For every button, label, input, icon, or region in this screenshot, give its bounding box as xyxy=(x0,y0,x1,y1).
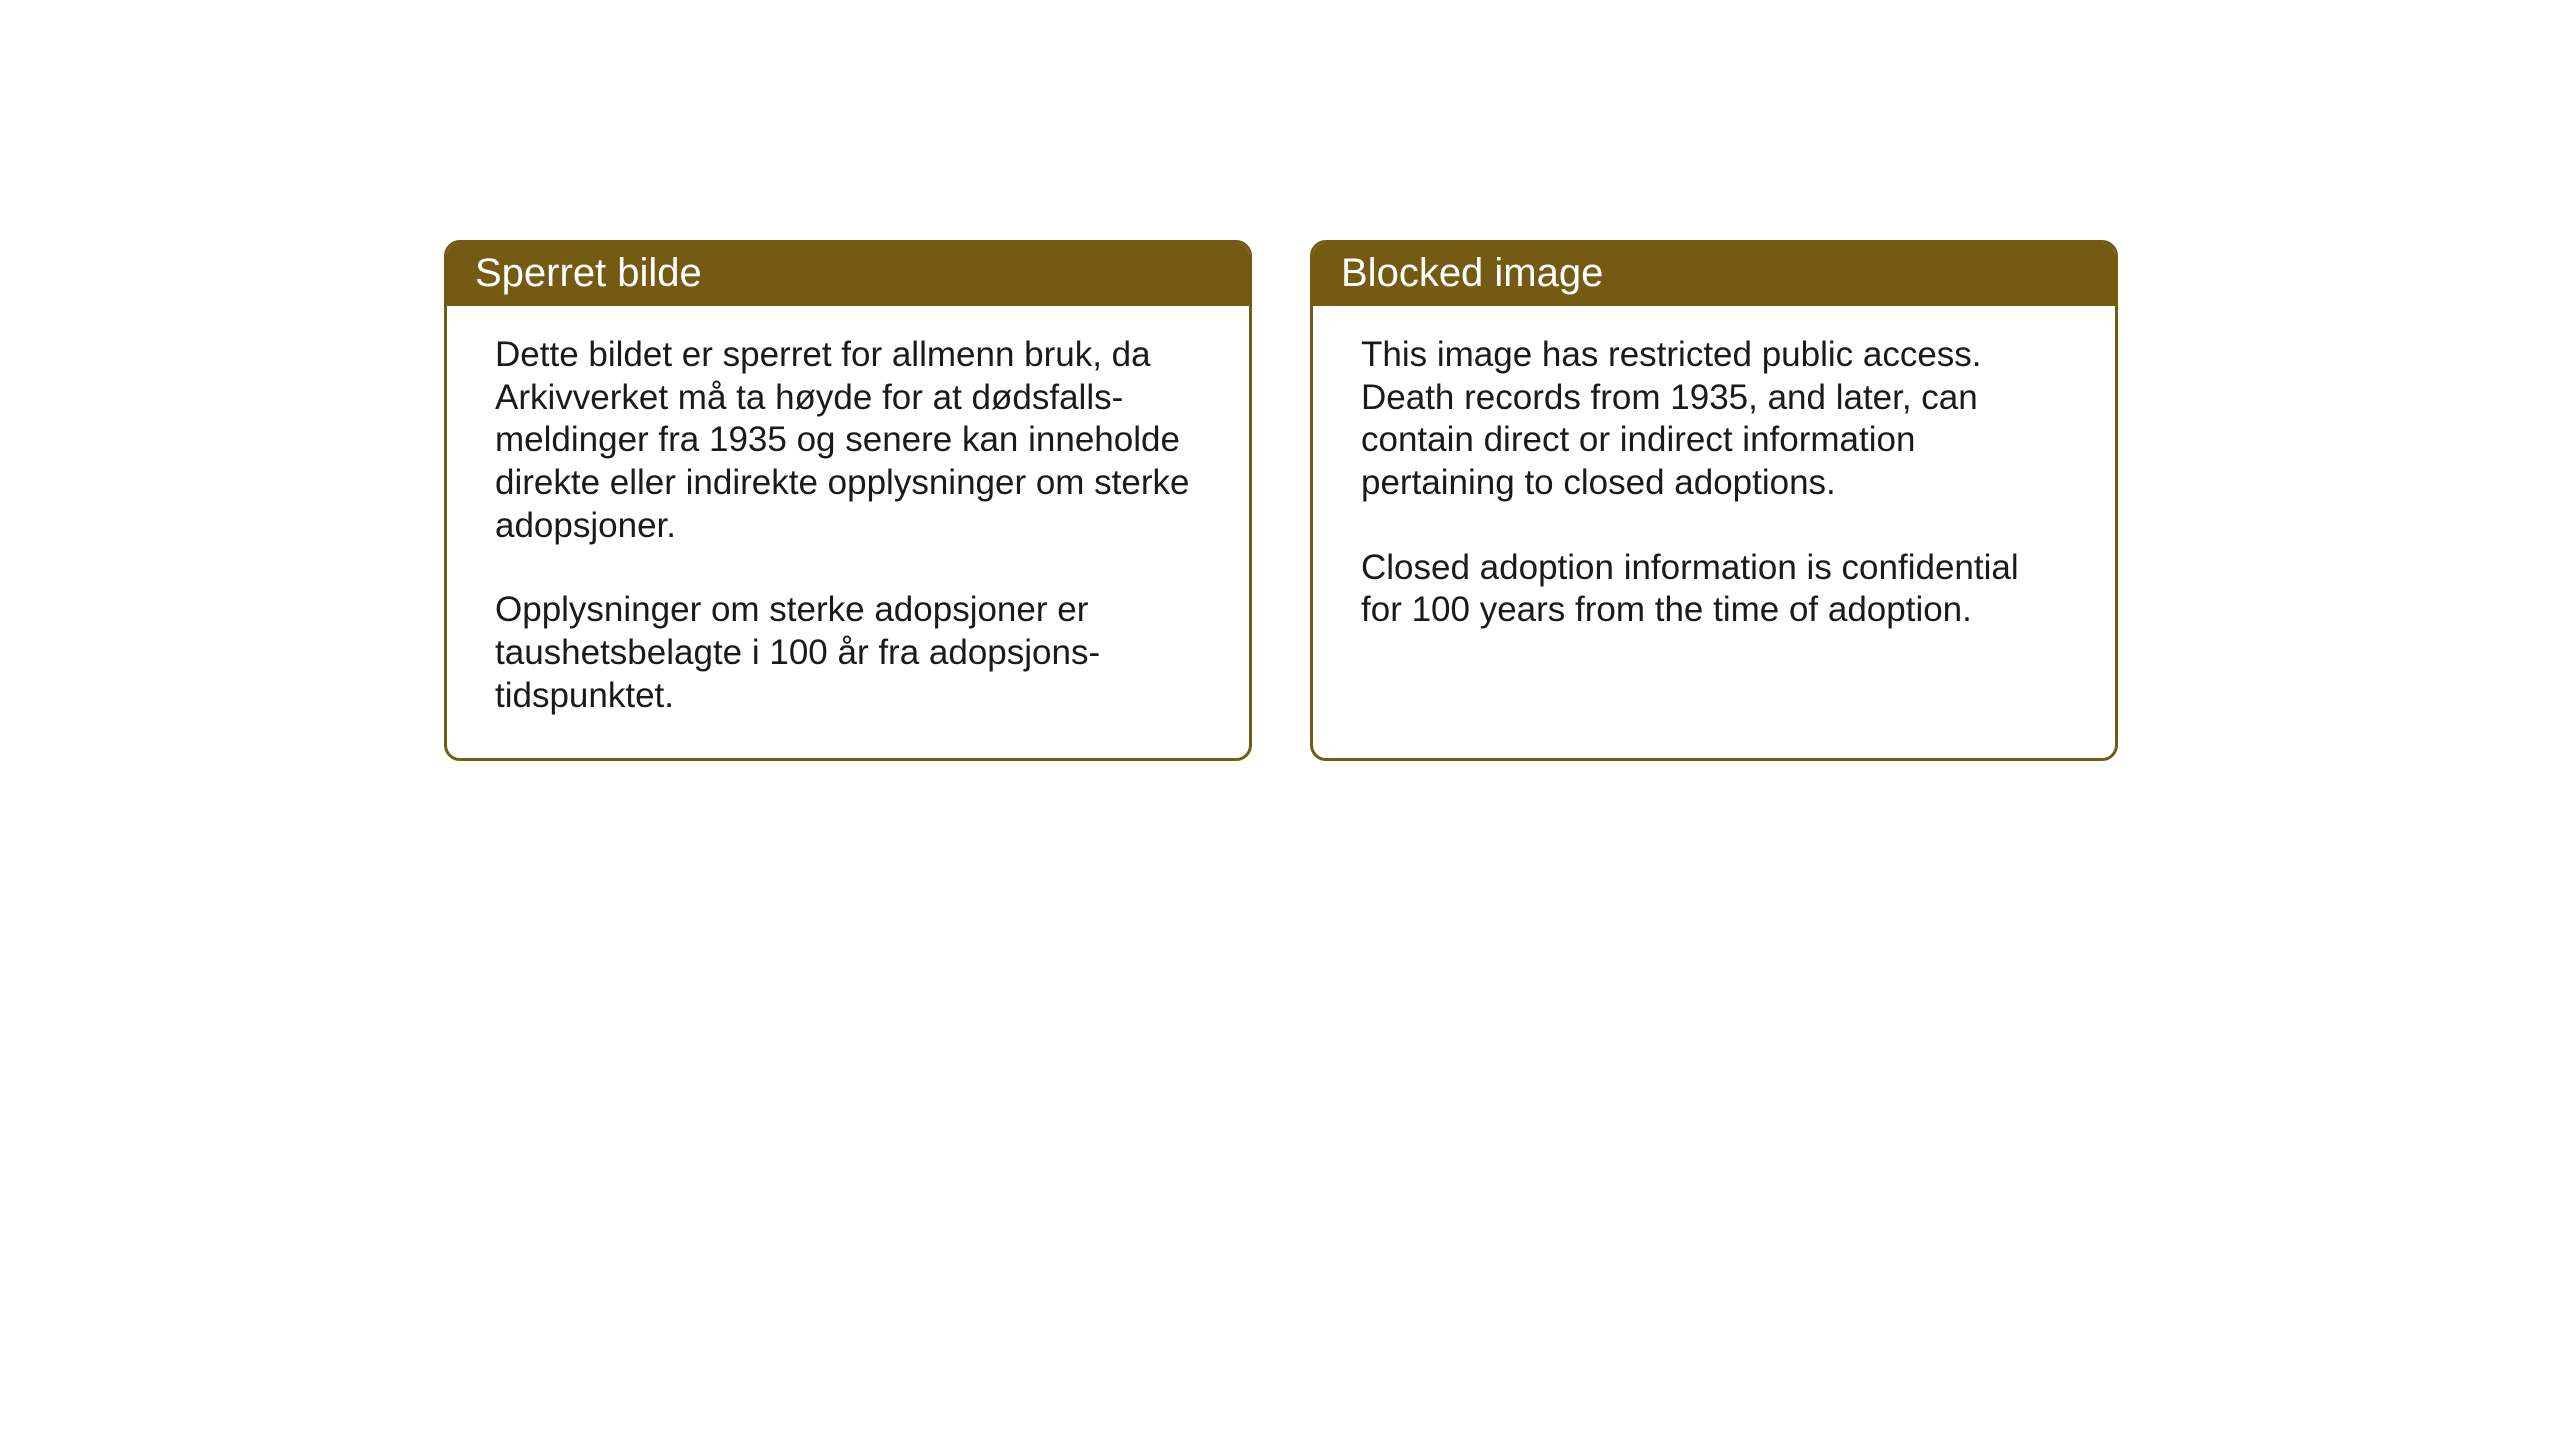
card-english-paragraph-1: This image has restricted public access.… xyxy=(1361,334,2067,505)
card-english: Blocked image This image has restricted … xyxy=(1310,240,2118,761)
card-english-paragraph-2: Closed adoption information is confident… xyxy=(1361,547,2067,632)
card-norwegian-header: Sperret bilde xyxy=(447,243,1249,306)
card-english-header: Blocked image xyxy=(1313,243,2115,306)
cards-container: Sperret bilde Dette bildet er sperret fo… xyxy=(444,240,2118,761)
card-norwegian: Sperret bilde Dette bildet er sperret fo… xyxy=(444,240,1252,761)
card-norwegian-body: Dette bildet er sperret for allmenn bruk… xyxy=(447,306,1249,758)
card-norwegian-paragraph-2: Opplysninger om sterke adopsjoner er tau… xyxy=(495,589,1201,717)
card-norwegian-title: Sperret bilde xyxy=(475,251,702,295)
card-english-body: This image has restricted public access.… xyxy=(1313,306,2115,672)
card-english-title: Blocked image xyxy=(1341,251,1603,295)
card-norwegian-paragraph-1: Dette bildet er sperret for allmenn bruk… xyxy=(495,334,1201,547)
